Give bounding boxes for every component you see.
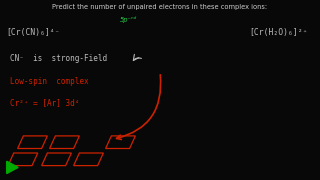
Text: Cr²⁺ = [Ar] 3d⁴: Cr²⁺ = [Ar] 3d⁴	[10, 98, 79, 107]
Text: [Cr(H₂O)₆]²⁺: [Cr(H₂O)₆]²⁺	[250, 28, 308, 37]
Polygon shape	[7, 161, 18, 174]
Text: [Cr(CN)₆]⁴⁻: [Cr(CN)₆]⁴⁻	[6, 28, 60, 37]
Text: CN⁻  is  strong-Field: CN⁻ is strong-Field	[10, 54, 107, 63]
Text: Predict the number of unpaired electrons in these complex ions:: Predict the number of unpaired electrons…	[52, 4, 268, 10]
Text: Low-spin  complex: Low-spin complex	[10, 76, 88, 86]
Text: 5p⁻ⁿᵈ: 5p⁻ⁿᵈ	[119, 16, 137, 23]
